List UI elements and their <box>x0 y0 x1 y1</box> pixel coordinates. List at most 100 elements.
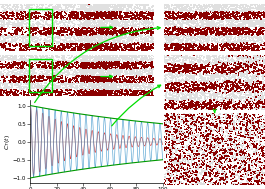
Point <box>224 87 229 90</box>
Point <box>79 35 83 38</box>
Point <box>219 74 223 77</box>
Point <box>82 88 86 91</box>
Point <box>152 12 156 15</box>
Point <box>243 27 247 30</box>
Point <box>49 72 53 75</box>
Point <box>178 55 183 58</box>
Point <box>180 107 185 110</box>
Point <box>199 63 203 66</box>
Point <box>71 9 75 12</box>
Point <box>112 46 116 50</box>
Point <box>108 64 112 67</box>
Point <box>198 61 202 64</box>
Point <box>131 48 135 51</box>
Point <box>188 63 192 66</box>
Point <box>227 96 231 99</box>
Point <box>235 173 240 176</box>
Point <box>8 63 13 66</box>
Point <box>106 16 111 19</box>
Point <box>18 38 23 41</box>
Point <box>193 44 198 47</box>
Point <box>199 182 203 185</box>
Point <box>166 72 171 75</box>
Point <box>120 81 125 84</box>
Point <box>29 86 33 89</box>
Point <box>232 140 236 143</box>
Point <box>221 74 226 77</box>
Point <box>237 31 241 34</box>
Point <box>230 147 234 150</box>
Point <box>103 3 108 6</box>
Point <box>27 29 32 32</box>
Point <box>16 36 20 39</box>
Point <box>182 174 187 177</box>
Point <box>141 12 145 15</box>
Point <box>103 94 107 97</box>
Point <box>72 50 76 53</box>
Point <box>105 29 109 32</box>
Point <box>230 42 235 45</box>
Point <box>2 5 6 8</box>
Point <box>198 29 202 32</box>
Point <box>206 164 210 167</box>
Point <box>200 140 205 143</box>
Point <box>87 9 91 12</box>
Point <box>1 81 5 84</box>
Point <box>124 40 129 43</box>
Point <box>205 5 209 8</box>
Point <box>220 94 225 97</box>
Point <box>142 84 147 87</box>
Point <box>131 66 135 69</box>
Point <box>103 36 107 39</box>
Point <box>151 9 155 12</box>
Point <box>72 22 76 25</box>
Point <box>237 47 241 50</box>
Point <box>90 80 94 83</box>
Point <box>128 83 132 86</box>
Point <box>2 59 6 62</box>
Point <box>108 70 112 74</box>
Point <box>210 118 214 121</box>
Point <box>109 83 114 86</box>
Point <box>234 3 238 6</box>
Point <box>238 166 242 169</box>
Point <box>259 56 263 59</box>
Point <box>165 152 169 155</box>
Point <box>85 69 89 72</box>
Point <box>196 30 200 33</box>
Point <box>173 168 177 171</box>
Point <box>226 5 230 8</box>
Point <box>124 82 128 85</box>
Point <box>173 35 178 38</box>
Point <box>83 4 87 7</box>
Point <box>221 99 225 102</box>
Point <box>7 40 11 43</box>
Point <box>261 146 265 149</box>
Point <box>197 135 202 138</box>
Point <box>48 24 52 27</box>
Point <box>209 89 213 92</box>
Point <box>209 25 213 28</box>
Point <box>20 75 24 78</box>
Point <box>83 89 87 92</box>
Point <box>131 35 135 38</box>
Point <box>132 69 136 72</box>
Point <box>115 37 119 40</box>
Point <box>219 96 223 99</box>
Point <box>259 81 263 84</box>
Point <box>197 127 201 130</box>
Point <box>229 63 233 66</box>
Point <box>104 38 108 41</box>
Point <box>234 143 238 146</box>
Point <box>81 18 85 21</box>
Point <box>186 10 190 13</box>
Point <box>83 38 87 41</box>
Point <box>30 74 35 77</box>
Point <box>101 78 105 81</box>
Point <box>210 67 214 70</box>
Point <box>236 44 241 47</box>
Point <box>217 154 221 157</box>
Point <box>80 64 84 67</box>
Point <box>117 36 121 39</box>
Point <box>115 32 119 35</box>
